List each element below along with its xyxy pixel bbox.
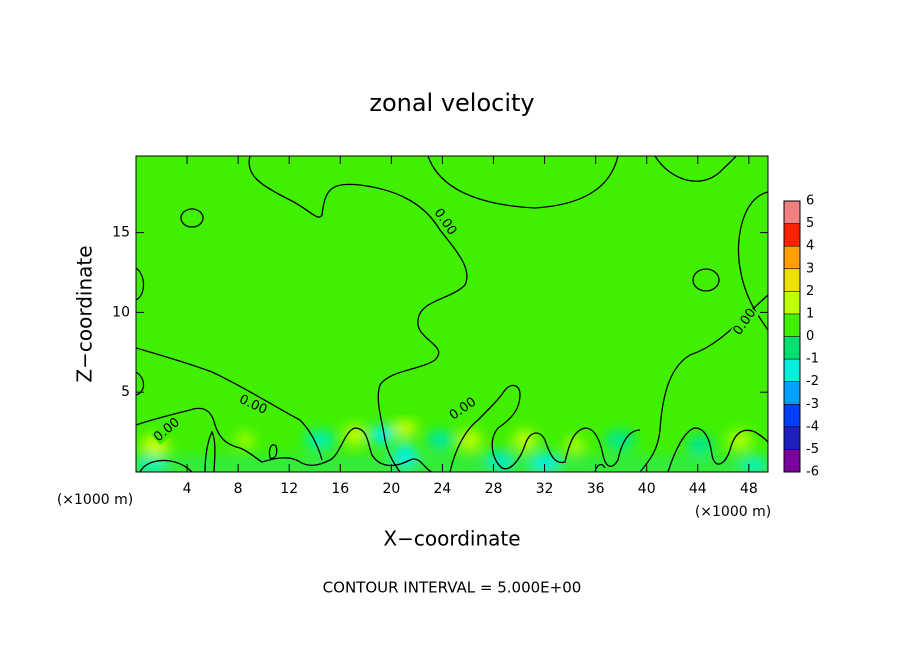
colorbar-band (784, 426, 800, 450)
plot-frame (135, 155, 769, 473)
colorbar-band (784, 223, 800, 247)
x-unit-label: (×1000 m) (695, 504, 771, 520)
contour-line (248, 156, 468, 472)
contour-line (136, 407, 433, 472)
contour-label-bg (446, 394, 480, 424)
colorbar-tick-label: 0 (806, 329, 814, 344)
x-tick-label: 4 (183, 481, 192, 497)
colorbar-band (784, 201, 800, 224)
colorbar-band (784, 268, 800, 292)
colorbar-tick-label: -1 (806, 352, 819, 367)
x-tick-label: 28 (485, 481, 503, 497)
colorbar-tick-label: 1 (806, 306, 814, 321)
contour-line (654, 156, 737, 182)
y-tick-label: 5 (121, 384, 130, 400)
contour-line (139, 459, 193, 472)
contour-label-bg (236, 392, 270, 418)
x-tick-label: 44 (689, 481, 707, 497)
contour-label-bg (730, 305, 760, 339)
colorbar-tick-label: -4 (806, 419, 819, 434)
x-tick-label: 12 (280, 481, 298, 497)
contour-line (204, 430, 216, 472)
colorbar-band (784, 336, 800, 360)
colorbar-band (784, 449, 800, 472)
y-tick-label: 10 (112, 304, 130, 320)
x-tick-label: 20 (382, 481, 400, 497)
colorbar-band (784, 313, 800, 337)
contour-label-bg (151, 414, 183, 446)
colorbar-band (784, 404, 800, 427)
colorbar-tick-label: 3 (806, 261, 814, 276)
x-tick-label: 8 (234, 481, 243, 497)
y-axis-label: Z−coordinate (73, 245, 97, 382)
y-tick-label: 15 (112, 225, 130, 241)
x-tick-label: 36 (587, 481, 605, 497)
field (136, 156, 768, 472)
contour-line (180, 208, 204, 228)
x-tick-label: 16 (331, 481, 349, 497)
x-tick-label: 32 (536, 481, 554, 497)
colorbar-band (784, 359, 800, 382)
contour-line (427, 156, 619, 209)
contour-line (449, 384, 641, 472)
x-unit-label: (×1000 m) (57, 492, 133, 508)
contour-line (667, 427, 768, 472)
chart-title: zonal velocity (369, 89, 534, 117)
contour-line (737, 191, 768, 331)
contour-line (136, 347, 323, 461)
contour-label-bg (430, 205, 460, 239)
colorbar-tick-label: -5 (806, 442, 819, 457)
contour-interval-note: CONTOUR INTERVAL = 5.000E+00 (323, 579, 582, 597)
colorbar-band (784, 291, 800, 314)
colorbar-tick-label: -3 (806, 397, 819, 412)
x-tick-label: 48 (740, 481, 758, 497)
x-axis-label: X−coordinate (383, 527, 520, 551)
colorbar-tick-label: -6 (806, 465, 819, 480)
colorbar-tick-label: 6 (806, 194, 814, 209)
contour-line (692, 268, 720, 292)
contour-line (136, 267, 145, 301)
colorbar-tick-label: 5 (806, 216, 814, 231)
x-tick-label: 24 (434, 481, 452, 497)
colorbar-tick-label: 2 (806, 284, 814, 299)
colorbar-tick-label: 4 (806, 239, 814, 254)
colorbar-band (784, 246, 800, 269)
contour-line (136, 371, 145, 396)
field-background (136, 156, 768, 472)
contour-line (268, 444, 278, 459)
x-tick-label: 40 (638, 481, 656, 497)
colorbar-tick-label: -2 (806, 374, 819, 389)
colorbar-band (784, 381, 800, 405)
